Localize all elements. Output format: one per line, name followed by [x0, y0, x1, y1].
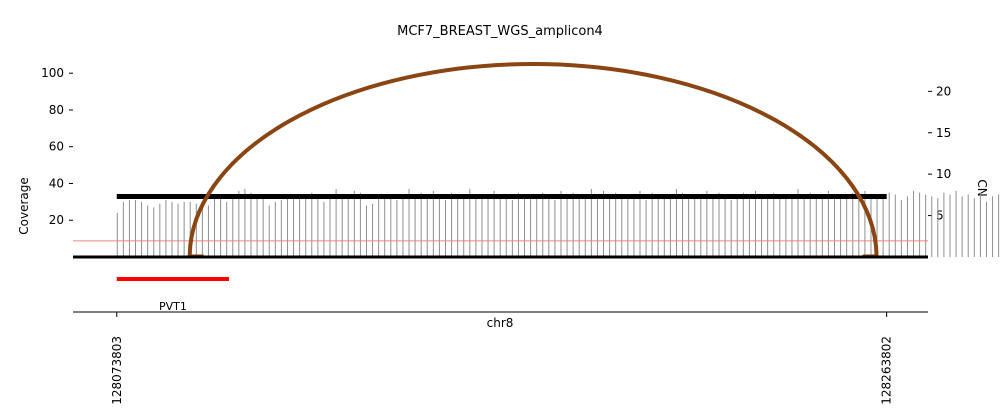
x-axis-tick-label: 128263802: [880, 336, 894, 405]
chart-title: MCF7_BREAST_WGS_amplicon4: [397, 24, 603, 39]
right-axis-tick-label: 5: [936, 209, 944, 223]
gene-label: PVT1: [159, 300, 187, 313]
left-axis-tick-label: 60: [49, 140, 64, 154]
x-axis-label: chr8: [487, 316, 514, 330]
left-axis-tick-label: 20: [49, 213, 64, 227]
left-axis-tick-label: 40: [49, 176, 64, 190]
right-axis-tick-label: 15: [936, 126, 951, 140]
gene-track: PVT1: [116, 277, 230, 313]
left-y-axis-label: Coverage: [17, 177, 31, 235]
x-axis-ticks: 128073803 128263802: [110, 312, 894, 405]
left-y-axis: 20 40 60 80 100: [41, 66, 73, 227]
coverage-bars: [116, 188, 1000, 257]
left-axis-tick-label: 100: [41, 66, 64, 80]
x-axis-tick-label: 128073803: [110, 336, 124, 405]
right-y-axis: 5 10 15 20: [928, 84, 951, 223]
left-axis-tick-label: 80: [49, 103, 64, 117]
right-y-axis-label: CN: [975, 179, 989, 196]
breakpoint-arc: [187, 61, 879, 258]
right-axis-tick-label: 10: [936, 167, 951, 181]
right-axis-tick-label: 20: [936, 84, 951, 98]
